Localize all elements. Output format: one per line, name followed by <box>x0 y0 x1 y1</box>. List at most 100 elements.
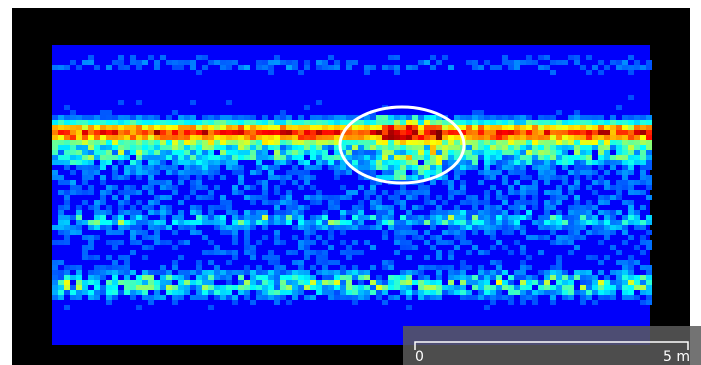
heat-cell <box>568 130 574 135</box>
heat-cell <box>244 295 250 300</box>
heat-cell <box>550 115 556 120</box>
heat-cell <box>220 250 226 255</box>
heat-cell <box>190 285 196 290</box>
heat-cell <box>376 220 382 225</box>
heat-cell <box>178 280 184 285</box>
heat-cell <box>100 135 106 140</box>
heat-cell <box>268 60 274 65</box>
heat-cell <box>340 240 346 245</box>
heat-cell <box>88 150 94 155</box>
heat-cell <box>484 270 490 275</box>
heat-cell <box>52 140 58 145</box>
heat-cell <box>238 140 244 145</box>
heat-cell <box>580 205 586 210</box>
heat-cell <box>94 140 100 145</box>
heat-cell <box>196 265 202 270</box>
heat-cell <box>286 190 292 195</box>
heat-cell <box>94 120 100 125</box>
heat-cell <box>574 180 580 185</box>
heat-cell <box>388 170 394 175</box>
heat-cell <box>424 220 430 225</box>
heat-cell <box>472 220 478 225</box>
heat-cell <box>118 270 124 275</box>
heat-cell <box>412 220 418 225</box>
heat-cell <box>76 265 82 270</box>
heat-cell <box>550 200 556 205</box>
heat-cell <box>298 285 304 290</box>
heat-cell <box>646 120 652 125</box>
heat-cell <box>382 65 388 70</box>
heat-cell <box>292 215 298 220</box>
heat-cell <box>274 135 280 140</box>
heat-cell <box>328 235 334 240</box>
heat-cell <box>136 230 142 235</box>
heat-cell <box>574 175 580 180</box>
heat-cell <box>328 260 334 265</box>
heat-cell <box>532 220 538 225</box>
heat-cell <box>112 230 118 235</box>
heat-cell <box>406 135 412 140</box>
heat-cell <box>352 250 358 255</box>
heat-cell <box>298 280 304 285</box>
heat-cell <box>466 250 472 255</box>
heat-cell <box>172 265 178 270</box>
heat-cell <box>178 115 184 120</box>
heat-cell <box>148 140 154 145</box>
heat-cell <box>400 115 406 120</box>
heat-cell <box>190 65 196 70</box>
heat-cell <box>304 150 310 155</box>
heat-cell <box>388 160 394 165</box>
page: 0 5 m (() => { const data = JSON.parse(d… <box>0 0 701 365</box>
heat-cell <box>622 180 628 185</box>
heat-cell <box>580 300 586 305</box>
heat-cell <box>436 160 442 165</box>
heat-cell <box>466 200 472 205</box>
heat-cell <box>580 145 586 150</box>
heat-cell <box>442 160 448 165</box>
heat-cell <box>76 145 82 150</box>
heat-cell <box>226 280 232 285</box>
heat-cell <box>268 125 274 130</box>
heat-cell <box>346 290 352 295</box>
heat-cell <box>142 125 148 130</box>
heat-cell <box>88 280 94 285</box>
heat-cell <box>88 245 94 250</box>
heat-cell <box>172 65 178 70</box>
heat-cell <box>130 185 136 190</box>
heat-cell <box>490 65 496 70</box>
heat-cell <box>592 285 598 290</box>
heat-cell <box>472 65 478 70</box>
heat-cell <box>490 225 496 230</box>
heat-cell <box>106 110 112 115</box>
heat-cell <box>106 130 112 135</box>
heat-cell <box>256 165 262 170</box>
heat-cell <box>322 270 328 275</box>
heat-cell <box>490 115 496 120</box>
heat-cell <box>82 285 88 290</box>
heat-cell <box>184 280 190 285</box>
heat-cell <box>310 145 316 150</box>
heat-cell <box>316 145 322 150</box>
heat-cell <box>340 275 346 280</box>
heat-cell <box>232 250 238 255</box>
heat-cell <box>550 170 556 175</box>
heat-cell <box>304 230 310 235</box>
heat-cell <box>232 130 238 135</box>
heat-cell <box>622 285 628 290</box>
heat-cell <box>340 170 346 175</box>
heat-cell <box>646 195 652 200</box>
heat-cell <box>178 210 184 215</box>
heat-cell <box>586 205 592 210</box>
heat-cell <box>310 275 316 280</box>
heat-cell <box>574 135 580 140</box>
heat-cell <box>604 255 610 260</box>
heat-cell <box>520 190 526 195</box>
heat-cell <box>256 60 262 65</box>
heat-cell <box>478 150 484 155</box>
heat-cell <box>286 150 292 155</box>
heat-cell <box>232 190 238 195</box>
heat-cell <box>124 135 130 140</box>
heat-cell <box>508 205 514 210</box>
heat-cell <box>556 270 562 275</box>
heat-cell <box>574 115 580 120</box>
